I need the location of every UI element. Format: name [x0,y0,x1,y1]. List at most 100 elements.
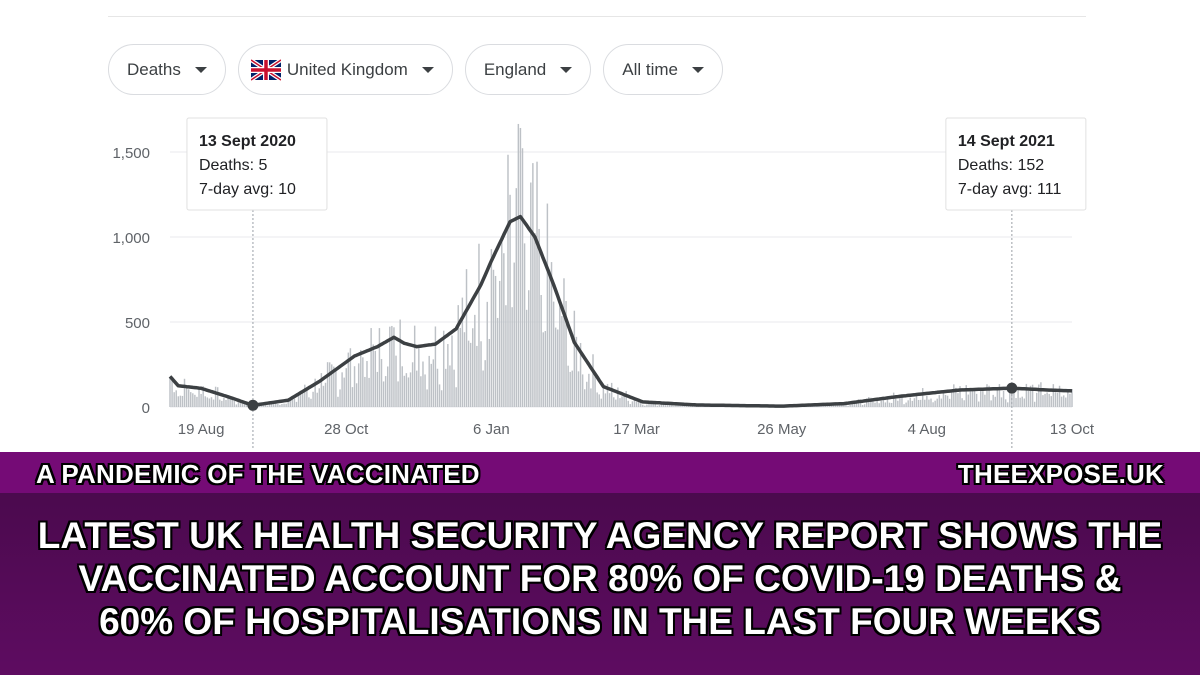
deaths-bar [664,405,667,407]
deaths-bar [447,344,449,407]
metric-dropdown[interactable]: Deaths [108,44,226,95]
deaths-bar [598,394,600,407]
deaths-bar [1015,398,1017,407]
deaths-bar [648,401,650,407]
deaths-bar [229,397,231,407]
deaths-bar [990,400,992,407]
deaths-bar [604,393,607,407]
deaths-bar [596,392,598,407]
deaths-bar [337,396,339,407]
deaths-bar [1013,392,1015,407]
deaths-bar [635,401,638,407]
deaths-bar [583,389,586,407]
chevron-down-icon [194,66,207,73]
deaths-bar [919,399,922,407]
deaths-bar [501,238,503,407]
deaths-bar [980,389,982,407]
deaths-bar [969,387,972,407]
deaths-bar [260,404,262,407]
deaths-bar [353,366,356,407]
deaths-bar [532,163,534,407]
deaths-bar [355,383,358,407]
deaths-bar [613,397,615,407]
deaths-bar [536,161,538,407]
deaths-bar [859,402,862,407]
deaths-bar [476,345,478,407]
deaths-bar [905,402,907,407]
deaths-bar [494,275,497,407]
deaths-bar [592,354,594,407]
deaths-bar [283,403,285,407]
deaths-bar [1058,385,1061,407]
deaths-bar [625,390,627,407]
deaths-bar [279,404,281,407]
deaths-bar [1040,382,1042,407]
deaths-bar [478,243,480,407]
deaths-bar [374,350,377,407]
deaths-bar [882,397,885,407]
tooltip-deaths: Deaths: 5 [199,157,268,174]
deaths-bar [245,403,248,407]
deaths-bar [892,392,895,407]
deaths-bar [314,378,316,407]
deaths-bar [169,377,171,407]
deaths-bar [523,243,526,407]
deaths-bar [357,363,360,407]
deaths-bar [310,398,312,407]
deaths-bar [517,123,520,407]
deaths-bar [465,269,468,407]
deaths-bar [277,403,279,407]
deaths-bar [482,370,484,407]
deaths-bar [934,400,936,407]
deaths-bar [845,404,847,407]
deaths-bar [633,399,636,407]
deaths-bar [685,405,688,407]
deaths-bar [542,332,544,407]
deaths-bar [863,404,866,407]
deaths-bar [637,401,640,407]
deaths-bar [830,405,833,407]
deaths-bar [391,325,393,407]
deaths-bar [658,404,661,407]
deaths-bar [1029,385,1032,407]
chevron-down-icon [421,66,434,73]
deaths-bar [897,400,899,407]
deaths-bar [986,384,988,407]
deaths-bar [1048,393,1050,407]
x-tick-label: 13 Oct [1050,421,1095,438]
metric-dropdown-label: Deaths [127,59,181,79]
deaths-bar [243,402,246,407]
deaths-bar [681,405,683,407]
deaths-bar [899,394,901,407]
deaths-bar [909,397,911,407]
deaths-bar [1023,398,1026,407]
deaths-bar [656,405,659,407]
deaths-bar [650,402,652,407]
deaths-bar [308,397,310,407]
deaths-bar [677,404,679,407]
deaths-bar [382,381,385,407]
deaths-bar [602,383,605,407]
deaths-bar [886,396,889,407]
deaths-bar [521,148,524,407]
deaths-bar [932,402,934,407]
country-dropdown[interactable]: United Kingdom [237,44,453,95]
deaths-bar [200,393,202,407]
region-dropdown[interactable]: England [464,44,592,95]
deaths-bar [965,385,967,407]
deaths-bar [874,402,876,407]
timerange-dropdown[interactable]: All time [603,44,723,95]
deaths-bar [557,329,559,407]
headline-line: LATEST UK HEALTH SECURITY AGENCY REPORT … [37,515,1163,556]
deaths-bar [204,396,206,407]
deaths-bar [505,305,507,407]
deaths-bar [515,188,518,407]
deaths-bar [316,392,318,407]
deaths-bar [511,307,513,407]
deaths-bar [917,399,920,407]
deaths-bar [853,402,856,407]
deaths-bar [977,401,980,407]
deaths-bar [575,336,578,407]
deaths-bar [961,398,963,407]
deaths-bar [507,154,509,407]
